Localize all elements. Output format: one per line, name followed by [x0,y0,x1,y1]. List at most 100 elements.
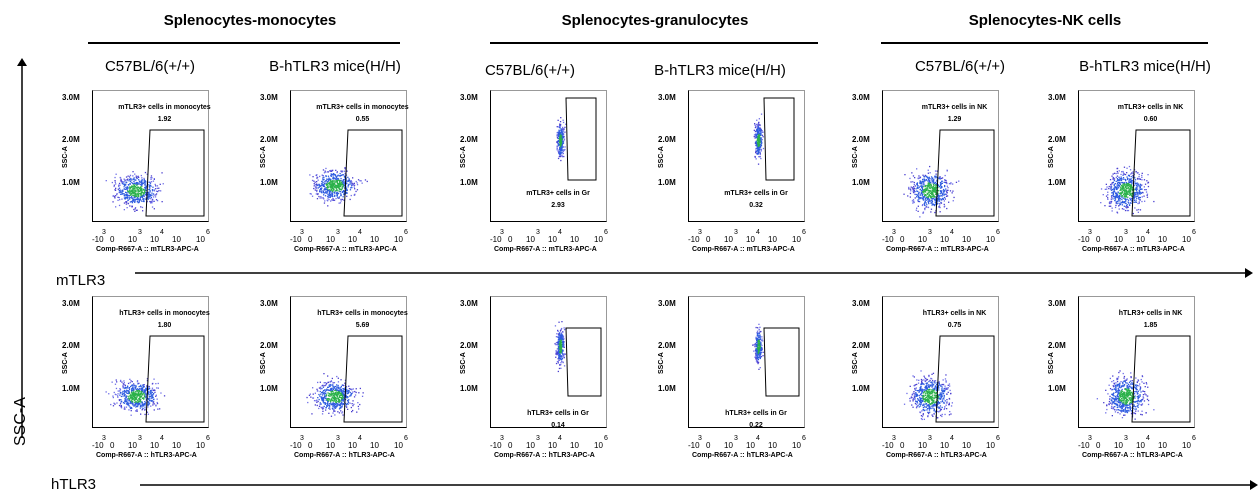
flow-scatter [105,129,205,217]
flow-scatter [309,129,403,217]
column-label: B-hTLR3 mice(H/H) [654,62,786,79]
group-underline-monocytes [88,42,400,44]
x-tick-label: 0 [1096,441,1101,450]
gate-label: hTLR3+ cells in monocytes [317,310,408,317]
x-tick-label: 10 [594,235,603,244]
y-tick-label: 1.0M [852,384,870,393]
x-tick-label: 10 [526,235,535,244]
x-axis-title: Comp-R667-A :: mTLR3-APC-A [96,246,199,253]
y-axis-label: SSC-A [12,397,29,446]
y-tick-label: 3.0M [1048,93,1066,102]
x-tick-label: 0 [508,235,513,244]
x-tick-exponent: 3 [928,229,932,236]
x-tick-exponent: 3 [300,229,304,236]
x-tick-label: 10 [1158,441,1167,450]
x-tick-exponent: 3 [698,229,702,236]
gate-label: mTLR3+ cells in NK [1117,104,1184,111]
x-axis-title: Comp-R667-A :: hTLR3-APC-A [692,452,793,459]
gate-percent: 1.92 [157,116,172,123]
column-label: C57BL/6(+/+) [914,58,1006,75]
gate-polygon [565,327,602,397]
x-tick-exponent: 6 [404,229,408,236]
x-tick-exponent: 3 [536,229,540,236]
gate-percent: 1.85 [1143,322,1158,329]
y-axis-title: SSC-A [62,146,69,168]
x-tick-label: 10 [724,235,733,244]
y-axis-title: SSC-A [260,146,267,168]
gate-label: mTLR3+ cells in monocytes [316,104,409,111]
gate-polygon [145,335,205,423]
y-tick-label: 2.0M [460,341,478,350]
x-axis-title: Comp-R667-A :: mTLR3-APC-A [294,246,397,253]
y-tick-label: 2.0M [62,135,80,144]
x-tick-label: -10 [490,441,502,450]
gate-label: hTLR3+ cells in NK [922,310,987,317]
y-tick-label: 1.0M [658,178,676,187]
y-tick-label: 2.0M [852,135,870,144]
x-axis-title: Comp-R667-A :: hTLR3-APC-A [96,452,197,459]
gate-label: mTLR3+ cells in NK [921,104,988,111]
x-tick-exponent: 3 [928,435,932,442]
y-tick-label: 1.0M [460,384,478,393]
x-tick-label: 10 [370,235,379,244]
x-tick-exponent: 3 [536,435,540,442]
column-label: C57BL/6(+/+) [104,58,196,75]
x-axis-title: Comp-R667-A :: mTLR3-APC-A [886,246,989,253]
y-tick-label: 3.0M [852,93,870,102]
x-tick-label: 10 [724,441,733,450]
x-tick-exponent: 6 [1192,435,1196,442]
gate-label: mTLR3+ cells in Gr [724,190,788,197]
y-tick-label: 1.0M [852,178,870,187]
x-tick-label: 10 [594,441,603,450]
x-tick-label: 10 [1158,235,1167,244]
x-tick-label: -10 [882,441,894,450]
gate-polygon [565,97,597,181]
gate-percent: 2.93 [551,202,565,209]
y-tick-label: 3.0M [260,299,278,308]
x-tick-exponent: 4 [160,435,164,442]
x-tick-label: 10 [792,235,801,244]
x-tick-label: 10 [746,441,755,450]
x-tick-exponent: 4 [358,229,362,236]
x-tick-exponent: 3 [336,435,340,442]
x-tick-label: 10 [570,441,579,450]
x-tick-label: -10 [92,235,104,244]
x-tick-label: 10 [548,441,557,450]
gate-polygon [343,129,403,217]
y-tick-label: 1.0M [260,178,278,187]
flow-scatter [1096,335,1191,423]
flow-plot [490,90,607,222]
x-tick-label: 10 [940,441,949,450]
x-tick-exponent: 4 [1146,435,1150,442]
flow-plot [92,90,209,222]
gate-label: mTLR3+ cells in Gr [526,190,590,197]
x-tick-label: 0 [110,441,115,450]
gate-polygon [343,335,403,423]
gate-percent: 0.75 [947,322,962,329]
x-tick-label: 10 [1136,235,1145,244]
x-tick-label: 10 [196,441,205,450]
flow-scatter [903,129,995,218]
gate-label: hTLR3+ cells in NK [1118,310,1183,317]
flow-scatter [306,335,403,423]
column-label: B-hTLR3 mice(H/H) [1079,58,1211,75]
x-tick-exponent: 3 [734,435,738,442]
gate-polygon [1131,129,1191,217]
x-tick-label: 10 [986,235,995,244]
gate-polygon [145,129,205,217]
group-underline-granulocytes [490,42,818,44]
x-axis-label-row1: mTLR3 [56,272,106,289]
x-tick-exponent: 3 [138,435,142,442]
gate-polygon [935,335,995,423]
flow-plot [1078,296,1195,428]
gate-polygon [1131,335,1191,423]
x-tick-exponent: 4 [950,435,954,442]
x-tick-exponent: 4 [756,435,760,442]
x-tick-exponent: 6 [206,229,210,236]
x-tick-label: 10 [548,235,557,244]
x-tick-label: 10 [1182,441,1191,450]
x-axis-title: Comp-R667-A :: hTLR3-APC-A [294,452,395,459]
x-tick-label: 0 [508,441,513,450]
y-tick-label: 1.0M [62,384,80,393]
flow-scatter [554,321,602,397]
